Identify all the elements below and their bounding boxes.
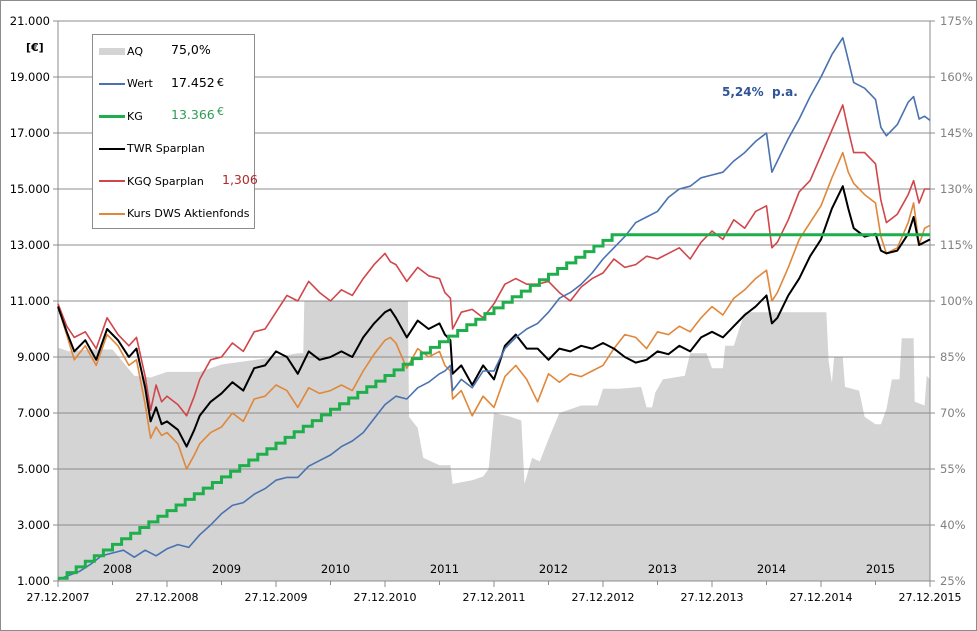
legend-value: 17.452 [171, 74, 215, 90]
series-kg-step-line [58, 233, 930, 580]
year-label: 2015 [866, 562, 895, 576]
legend-swatch-icon [99, 82, 125, 85]
x-axis-tick-label: 27.12.2009 [245, 591, 308, 604]
legend-swatch-icon [99, 47, 125, 55]
legend-swatch-icon [99, 180, 125, 182]
series-wert-line [57, 37, 931, 581]
year-label: 2013 [648, 562, 677, 576]
legend-label: AQ [127, 44, 143, 58]
legend-label: Kurs DWS Aktienfonds [127, 207, 250, 220]
left-axis-tick-label: 11.000 [10, 294, 50, 308]
legend-swatch-icon [99, 147, 125, 150]
right-axis-tick-label: 55% [940, 462, 966, 476]
axes [53, 20, 935, 587]
year-label: 2010 [321, 562, 350, 576]
left-axis-tick-label: 7.000 [17, 406, 50, 420]
x-axis-tick-label: 27.12.2010 [354, 591, 417, 604]
x-axis-tick-label: 27.12.2015 [899, 591, 962, 604]
left-axis-tick-label: 13.000 [10, 238, 50, 252]
year-label: 2011 [430, 562, 459, 576]
x-axis-tick-label: 27.12.2013 [681, 591, 744, 604]
x-axis-tick-label: 27.12.2008 [136, 591, 199, 604]
x-axis-tick-label: 27.12.2012 [572, 591, 635, 604]
left-axis-unit-label: [€] [26, 41, 44, 54]
left-axis-tick-label: 3.000 [17, 518, 50, 532]
right-axis-tick-label: 160% [940, 70, 973, 84]
axis-labels: 1.000 3.000 5.000 7.000 9.000 11.000 13.000 15.… [10, 14, 973, 604]
legend-item: TWR Sparplan [99, 141, 205, 157]
left-axis-tick-label: 9.000 [17, 350, 50, 364]
right-axis-tick-label: 40% [940, 518, 966, 532]
legend-value: 75,0% [171, 42, 211, 57]
right-axis-tick-label: 100% [940, 294, 973, 308]
series-aq-area [58, 301, 930, 581]
series-twr-sparplan-line [57, 185, 931, 448]
legend-label: KG [127, 109, 143, 123]
legend-value: 13.366 [171, 107, 215, 122]
aq-area-layer [58, 301, 930, 581]
left-axis-tick-label: 19.000 [10, 70, 50, 84]
x-axis-tick-label: 27.12.2014 [790, 591, 853, 604]
right-axis-tick-label: 70% [940, 406, 966, 420]
legend-value: 1,306 [222, 172, 258, 187]
right-axis-tick-label: 175% [940, 14, 973, 28]
year-label: 2008 [103, 562, 132, 576]
x-axis-tick-label: 27.12.2007 [27, 591, 90, 604]
legend-item: AQ [99, 43, 143, 59]
legend-swatch-icon [99, 114, 125, 118]
legend-item: KG [99, 108, 143, 124]
left-axis-tick-label: 21.000 [10, 14, 50, 28]
legend-label: TWR Sparplan [127, 142, 205, 155]
left-axis-tick-label: 15.000 [10, 182, 50, 196]
legend-label: KGQ Sparplan [127, 174, 204, 188]
right-axis-tick-label: 25% [940, 574, 966, 588]
chart-legend: AQ 75,0% Wert 17.452 € KG 13.366 € TWR Sparplan K… [92, 34, 258, 229]
legend-item: Wert [99, 76, 153, 92]
right-axis-tick-label: 130% [940, 182, 973, 196]
legend-item: KGQ Sparplan [99, 173, 204, 189]
right-axis-tick-label: 145% [940, 126, 973, 140]
right-axis-tick-label: 115% [940, 238, 973, 252]
legend-item: Kurs DWS Aktienfonds [99, 206, 250, 222]
left-axis-tick-label: 17.000 [10, 126, 50, 140]
left-axis-tick-label: 1.000 [17, 574, 50, 588]
legend-label: Wert [127, 77, 153, 90]
series-lines [57, 37, 931, 581]
legend-currency: € [217, 105, 224, 118]
x-axis-tick-label: 27.12.2011 [463, 591, 526, 604]
legend-swatch-icon [99, 212, 125, 215]
year-label: 2012 [539, 562, 568, 576]
right-axis-tick-label: 85% [940, 350, 966, 364]
left-axis-tick-label: 5.000 [17, 462, 50, 476]
year-label: 2009 [212, 562, 241, 576]
series-kurs-dws-aktienfonds-line [57, 151, 931, 470]
annualized-return-annotation: 5,24% p.a. [722, 85, 798, 99]
legend-currency: € [217, 75, 224, 89]
year-label: 2014 [757, 562, 786, 576]
